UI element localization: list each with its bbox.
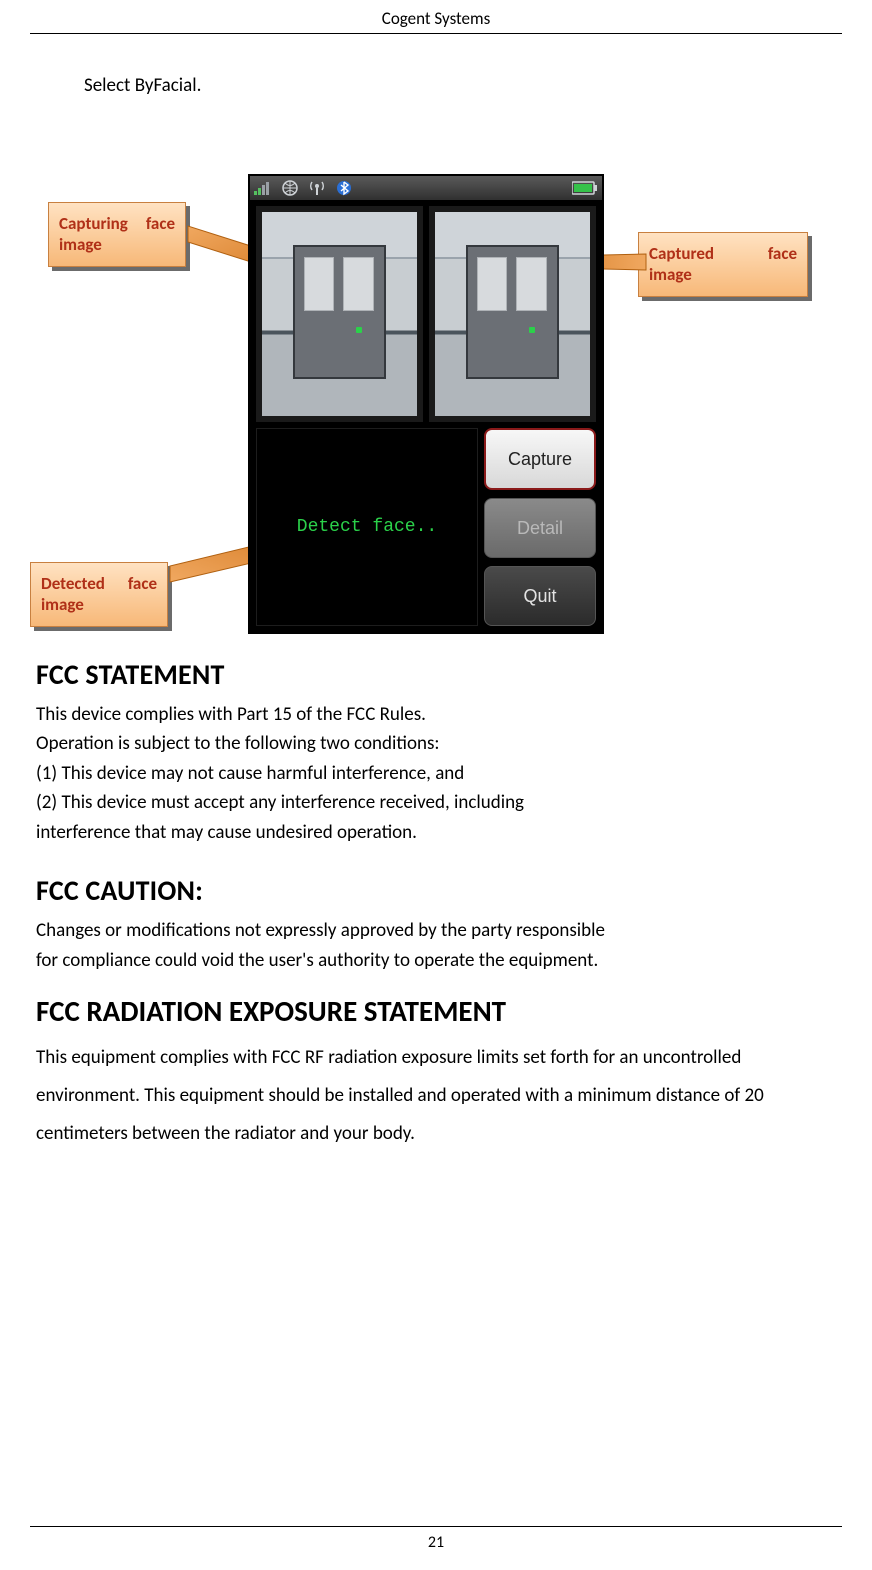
- page-header: Cogent Systems: [0, 0, 872, 33]
- content: Select ByFacial. Capturing face image Ca…: [0, 34, 872, 1153]
- fcc-statement-line-1: Operation is subject to the following tw…: [36, 729, 836, 758]
- antenna-icon: [308, 180, 326, 196]
- fcc-radiation-text: This equipment complies with FCC RF radi…: [36, 1039, 836, 1153]
- detect-face-text: Detect face..: [297, 517, 437, 537]
- fcc-statement-heading: FCC STATEMENT: [36, 657, 836, 692]
- header-title: Cogent Systems: [382, 8, 490, 29]
- callout-capturing-w2: face: [146, 213, 175, 234]
- callout-detected-w3: image: [41, 594, 157, 615]
- select-byfacial-text: Select ByFacial.: [84, 74, 836, 97]
- lower-row: Detect face.. Capture Detail Quit: [250, 428, 602, 632]
- bluetooth-icon: [336, 180, 352, 196]
- callout-captured-w1: Captured: [649, 243, 714, 264]
- callout-capturing-w1: Capturing: [59, 213, 128, 234]
- button-column: Capture Detail Quit: [484, 428, 596, 626]
- text-sections: FCC STATEMENT This device complies with …: [36, 657, 836, 1153]
- fcc-statement-line-4: interference that may cause undesired op…: [36, 818, 836, 847]
- battery-icon: [572, 181, 598, 195]
- footer-rule: [30, 1526, 842, 1527]
- callout-detected: Detected face image: [30, 562, 168, 627]
- device-screenshot: Detect face.. Capture Detail Quit: [248, 174, 604, 634]
- fcc-statement-line-0: This device complies with Part 15 of the…: [36, 700, 836, 729]
- captured-preview-right: [429, 206, 596, 422]
- quit-button-label: Quit: [523, 586, 556, 607]
- globe-icon: [282, 180, 298, 196]
- page-number: 21: [428, 1533, 444, 1552]
- capture-button[interactable]: Capture: [484, 428, 596, 490]
- detail-button[interactable]: Detail: [484, 498, 596, 558]
- fcc-statement-line-3: (2) This device must accept any interfer…: [36, 788, 836, 817]
- quit-button[interactable]: Quit: [484, 566, 596, 626]
- live-preview-left: [256, 206, 423, 422]
- status-bar: [250, 176, 602, 200]
- fcc-caution-line-0: Changes or modifications not expressly a…: [36, 916, 836, 945]
- callout-detected-w1: Detected: [41, 573, 105, 594]
- callout-captured-w2: face: [768, 243, 797, 264]
- callout-captured-w3: image: [649, 264, 797, 285]
- callout-capturing-w3: image: [59, 234, 175, 255]
- callout-captured: Captured face image: [638, 232, 808, 297]
- callout-detected-w2: face: [128, 573, 157, 594]
- fcc-caution-heading: FCC CAUTION:: [36, 873, 836, 908]
- page-footer: 21: [0, 1526, 872, 1552]
- preview-row: [250, 200, 602, 428]
- fcc-radiation-heading: FCC RADIATION EXPOSURE STATEMENT: [36, 993, 836, 1029]
- fcc-caution-line-1: for compliance could void the user's aut…: [36, 946, 836, 975]
- detail-button-label: Detail: [517, 518, 563, 539]
- signal-icon: [254, 181, 272, 195]
- callout-capturing: Capturing face image: [48, 202, 186, 267]
- fcc-statement-line-2: (1) This device may not cause harmful in…: [36, 759, 836, 788]
- capture-button-label: Capture: [508, 449, 572, 470]
- detect-panel: Detect face..: [256, 428, 478, 626]
